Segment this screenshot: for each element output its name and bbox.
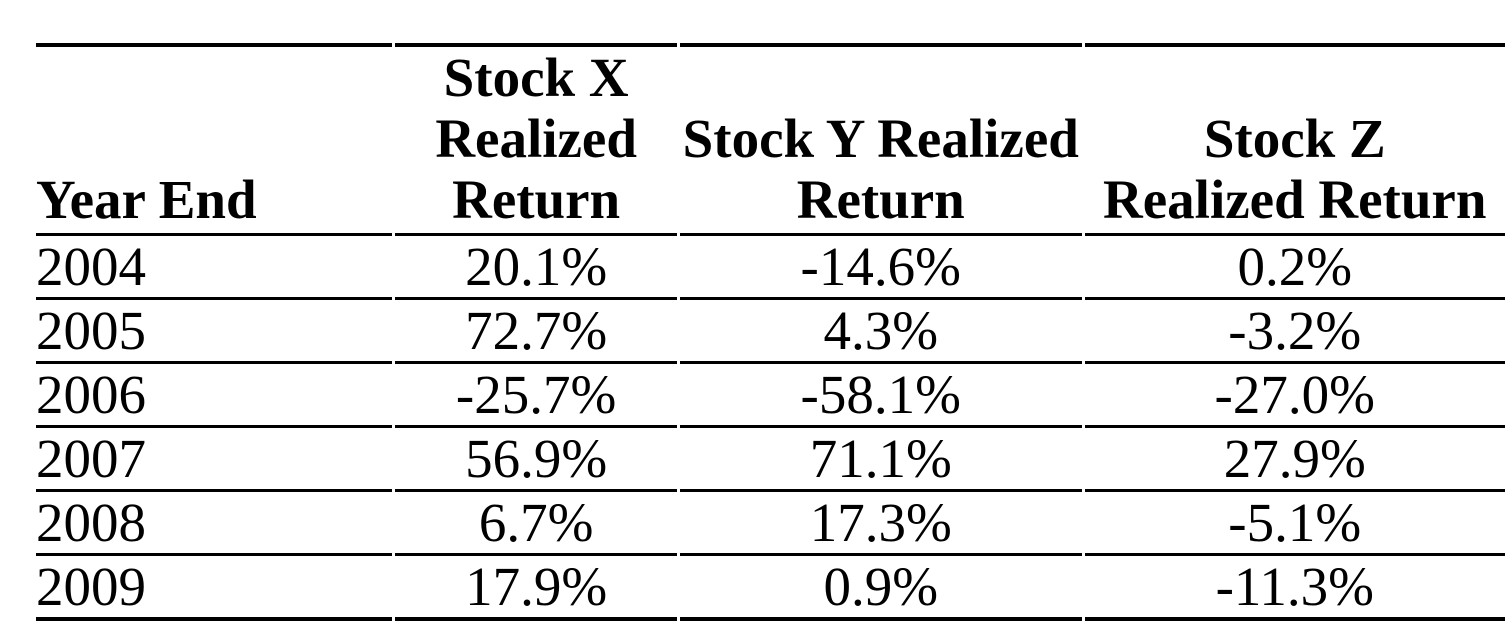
cell-stock-y: 71.1% [680,428,1082,492]
cell-stock-x: 17.9% [395,556,677,621]
cell-stock-x: 72.7% [395,300,677,364]
cell-stock-z: 27.9% [1084,428,1505,492]
header-line: Stock Z [1203,108,1386,169]
cell-stock-z: 0.2% [1084,236,1505,300]
column-header-stock-z: Stock Z Realized Return [1084,43,1505,236]
cell-stock-x: 20.1% [395,236,677,300]
column-header-stock-x: Stock X Realized Return [395,43,677,236]
cell-stock-y: 0.9% [680,556,1082,621]
header-line: Stock X [443,47,629,108]
header-line: Realized Return [1103,169,1487,230]
cell-year-end: 2005 [36,300,393,364]
header-line: Stock Y Realized [682,108,1079,169]
returns-table: Year End Stock X Realized Return Stock Y… [33,43,1508,621]
header-line: Realized [435,108,637,169]
table-row: 2004 20.1% -14.6% 0.2% [36,236,1505,300]
table-row: 2008 6.7% 17.3% -5.1% [36,492,1505,556]
header-line: Return [452,169,621,230]
cell-stock-z: -11.3% [1084,556,1505,621]
header-row: Year End Stock X Realized Return Stock Y… [36,43,1505,236]
cell-stock-y: 4.3% [680,300,1082,364]
cell-year-end: 2008 [36,492,393,556]
returns-table-container: Year End Stock X Realized Return Stock Y… [33,43,1508,621]
cell-stock-y: -14.6% [680,236,1082,300]
cell-stock-z: -3.2% [1084,300,1505,364]
cell-stock-y: 17.3% [680,492,1082,556]
header-line: Return [796,169,965,230]
cell-stock-y: -58.1% [680,364,1082,428]
table-row: 2009 17.9% 0.9% -11.3% [36,556,1505,621]
table-row: 2006 -25.7% -58.1% -27.0% [36,364,1505,428]
cell-stock-x: 56.9% [395,428,677,492]
cell-stock-z: -27.0% [1084,364,1505,428]
table-row: 2007 56.9% 71.1% 27.9% [36,428,1505,492]
cell-year-end: 2009 [36,556,393,621]
header-line: Year End [36,169,257,230]
cell-stock-x: 6.7% [395,492,677,556]
cell-stock-z: -5.1% [1084,492,1505,556]
cell-year-end: 2007 [36,428,393,492]
cell-year-end: 2006 [36,364,393,428]
column-header-stock-y: Stock Y Realized Return [680,43,1082,236]
column-header-year-end: Year End [36,43,393,236]
table-row: 2005 72.7% 4.3% -3.2% [36,300,1505,364]
cell-stock-x: -25.7% [395,364,677,428]
cell-year-end: 2004 [36,236,393,300]
